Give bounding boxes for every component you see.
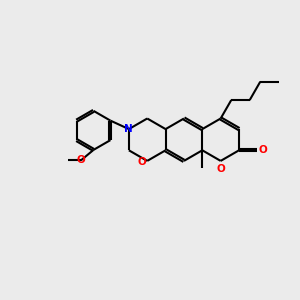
Text: O: O <box>259 145 267 155</box>
Text: O: O <box>216 164 225 174</box>
Text: O: O <box>138 158 147 167</box>
Text: N: N <box>124 124 133 134</box>
Text: O: O <box>76 154 85 165</box>
